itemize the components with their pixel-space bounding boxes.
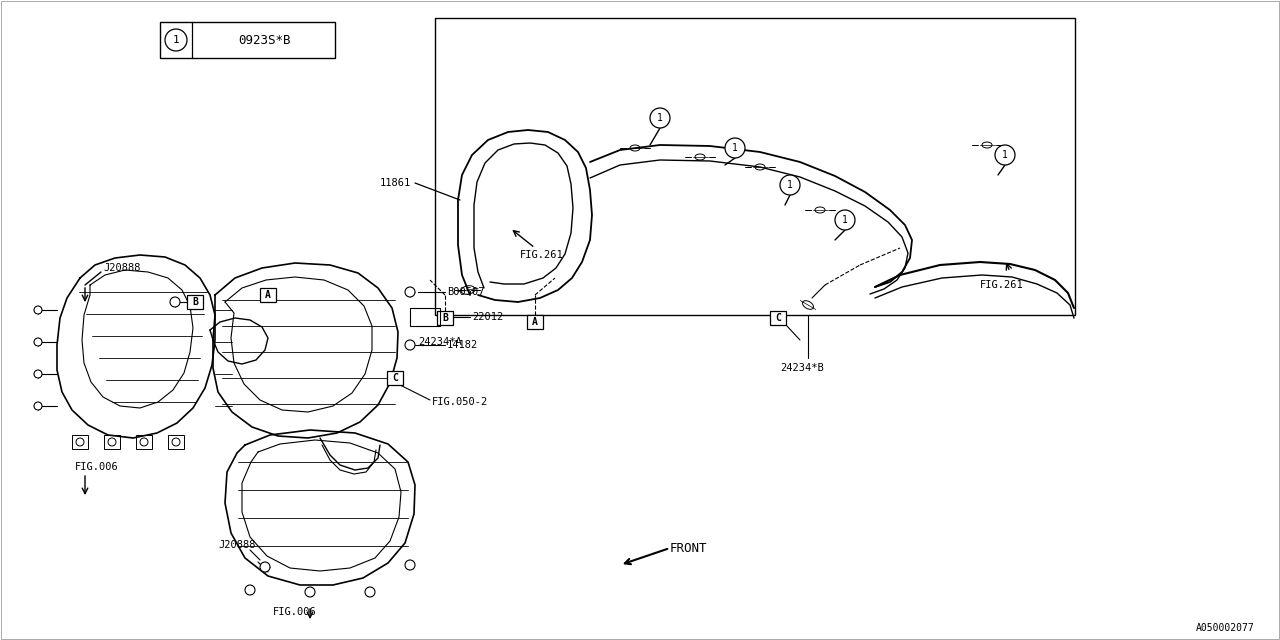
Bar xyxy=(72,435,88,449)
Text: A: A xyxy=(532,317,538,327)
Text: FIG.261: FIG.261 xyxy=(980,280,1024,290)
Bar xyxy=(187,295,204,309)
Circle shape xyxy=(35,306,42,314)
Text: 22012: 22012 xyxy=(472,312,503,322)
Text: A: A xyxy=(265,290,271,300)
Text: 1: 1 xyxy=(173,35,179,45)
Bar xyxy=(160,22,335,58)
Text: FIG.006: FIG.006 xyxy=(76,462,119,472)
Text: 1: 1 xyxy=(732,143,739,153)
Text: 1: 1 xyxy=(1002,150,1007,160)
Text: 11861: 11861 xyxy=(380,178,411,188)
Bar xyxy=(104,435,120,449)
Text: B00507: B00507 xyxy=(447,287,485,297)
Circle shape xyxy=(260,562,270,572)
Text: A050002077: A050002077 xyxy=(1197,623,1254,633)
Bar xyxy=(435,18,1075,315)
Circle shape xyxy=(35,338,42,346)
Circle shape xyxy=(724,138,745,158)
Bar xyxy=(387,371,403,385)
Circle shape xyxy=(35,370,42,378)
Circle shape xyxy=(780,175,800,195)
Bar xyxy=(771,311,786,325)
Bar xyxy=(527,315,543,329)
Text: 24234*B: 24234*B xyxy=(780,363,824,373)
Circle shape xyxy=(404,287,415,297)
Circle shape xyxy=(165,29,187,51)
Bar xyxy=(436,311,453,325)
Bar xyxy=(168,435,184,449)
Text: C: C xyxy=(392,373,398,383)
Text: C: C xyxy=(776,313,781,323)
Circle shape xyxy=(404,340,415,350)
Text: FIG.261: FIG.261 xyxy=(520,250,564,260)
Text: 1: 1 xyxy=(657,113,663,123)
Circle shape xyxy=(35,402,42,410)
Text: 1: 1 xyxy=(787,180,792,190)
Circle shape xyxy=(170,297,180,307)
Text: FRONT: FRONT xyxy=(669,541,708,554)
Text: B: B xyxy=(442,313,448,323)
Text: J20888: J20888 xyxy=(102,263,141,273)
Text: B: B xyxy=(192,297,198,307)
Bar xyxy=(260,288,276,302)
Text: 1: 1 xyxy=(842,215,847,225)
Circle shape xyxy=(835,210,855,230)
Text: FIG.050-2: FIG.050-2 xyxy=(433,397,488,407)
Circle shape xyxy=(650,108,669,128)
Text: J20888: J20888 xyxy=(218,540,256,550)
Bar xyxy=(136,435,152,449)
Circle shape xyxy=(995,145,1015,165)
Text: FIG.006: FIG.006 xyxy=(273,607,317,617)
Bar xyxy=(410,308,440,326)
Text: 24234*A: 24234*A xyxy=(419,337,462,347)
Text: 14182: 14182 xyxy=(447,340,479,350)
Text: 0923S*B: 0923S*B xyxy=(238,33,291,47)
